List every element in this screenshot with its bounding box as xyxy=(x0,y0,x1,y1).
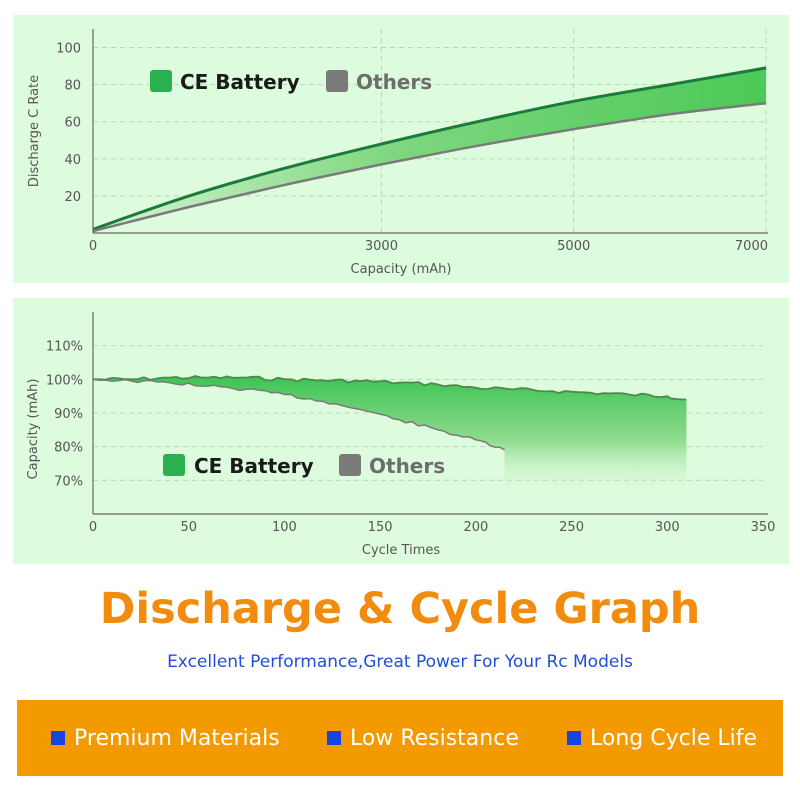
discharge-advantage-band xyxy=(93,67,766,232)
feature-item-long-cycle-life: Long Cycle Life xyxy=(567,724,757,752)
series-line-ce-battery xyxy=(92,66,767,231)
x-tick-label: 5000 xyxy=(557,239,590,254)
legend-label-ce-battery: CE Battery xyxy=(194,454,314,478)
y-tick-label: 100 xyxy=(56,42,81,57)
series-line-others xyxy=(92,378,505,451)
y-tick-label: 20 xyxy=(64,190,81,205)
x-axis-label: Capacity (mAh) xyxy=(351,262,452,277)
square-bullet-icon xyxy=(327,731,341,745)
y-axis-label: Capacity (mAh) xyxy=(26,379,41,480)
square-bullet-icon xyxy=(567,731,581,745)
feature-label: Low Resistance xyxy=(350,725,519,751)
discharge-chart-panel: 20 40 60 80 100 0 3000 5000 7000 Capacity (mAh)… xyxy=(13,15,789,283)
x-tick-label: 250 xyxy=(559,520,584,535)
x-tick-label: 0 xyxy=(89,520,97,535)
y-tick-label: 80% xyxy=(54,441,83,456)
y-tick-label: 90% xyxy=(54,407,83,422)
x-tick-label: 150 xyxy=(368,520,393,535)
legend-label-others: Others xyxy=(369,454,445,478)
y-tick-label: 100% xyxy=(46,373,83,388)
x-tick-label: 3000 xyxy=(365,239,398,254)
feature-item-premium-materials: Premium Materials xyxy=(51,724,280,752)
y-tick-label: 110% xyxy=(46,340,83,355)
discharge-chart: 20 40 60 80 100 0 3000 5000 7000 Capacity (mAh)… xyxy=(27,29,768,277)
series-line-others xyxy=(92,101,767,233)
feature-item-low-resistance: Low Resistance xyxy=(327,724,519,752)
y-tick-label: 60 xyxy=(64,116,81,131)
features-banner: Premium Materials Low Resistance Long Cy… xyxy=(17,700,783,776)
page-title: Discharge & Cycle Graph xyxy=(99,584,701,634)
legend-label-ce-battery: CE Battery xyxy=(180,70,300,94)
x-tick-label: 50 xyxy=(180,520,197,535)
feature-label: Premium Materials xyxy=(74,725,280,751)
page-subtitle: Excellent Performance,Great Power For Yo… xyxy=(167,652,633,672)
legend-swatch-others xyxy=(339,454,361,476)
y-tick-label: 80 xyxy=(64,79,81,94)
x-axis-label: Cycle Times xyxy=(362,543,440,558)
x-tick-label: 200 xyxy=(463,520,488,535)
x-tick-label: 300 xyxy=(655,520,680,535)
x-tick-label: 350 xyxy=(751,520,776,535)
x-tick-label: 7000 xyxy=(735,239,768,254)
legend-swatch-others xyxy=(326,70,348,92)
y-tick-label: 40 xyxy=(64,153,81,168)
legend-swatch-ce-battery xyxy=(163,454,185,476)
series-line-ce-battery xyxy=(93,375,687,401)
x-tick-label: 0 xyxy=(89,239,97,254)
feature-label: Long Cycle Life xyxy=(590,725,757,751)
cycle-advantage-band xyxy=(93,376,687,494)
cycle-chart-panel: 70% 80% 90% 100% 110% 0 50 100 150 200 250 300 350 … xyxy=(13,298,789,564)
y-axis-label: Discharge C Rate xyxy=(27,75,42,187)
legend-swatch-ce-battery xyxy=(150,70,172,92)
square-bullet-icon xyxy=(51,731,65,745)
x-tick-label: 100 xyxy=(272,520,297,535)
legend-label-others: Others xyxy=(356,70,432,94)
cycle-chart: 70%80%90%100%110% 0 50 100 150 200 250 300 350 … xyxy=(26,312,776,558)
y-tick-label: 70% xyxy=(54,474,83,489)
